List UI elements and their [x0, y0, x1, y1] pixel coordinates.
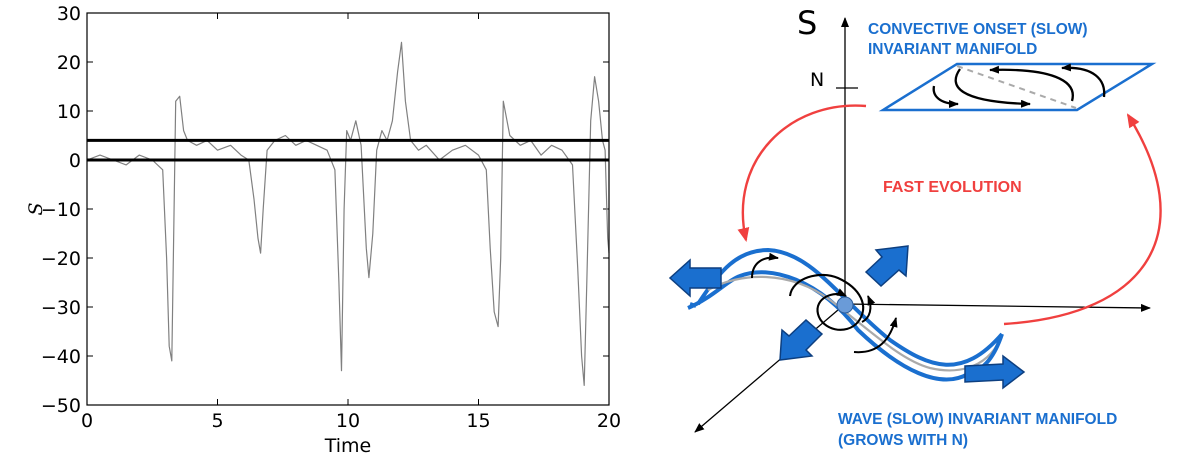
flow-curve	[861, 295, 876, 323]
tick-marks	[86, 12, 610, 406]
wave-manifold-center-curve	[707, 275, 1001, 372]
fixed-point-marker	[836, 296, 854, 314]
diagonal-axis	[694, 303, 846, 433]
fast-evolution-arrow	[1003, 113, 1162, 326]
y-tick-label: −10	[41, 199, 81, 221]
growth-arrow	[668, 258, 722, 298]
y-tick-label: 30	[57, 3, 81, 25]
spiral-trajectory	[788, 273, 865, 331]
wave-manifold-edge	[689, 302, 697, 308]
y-tick-label: 20	[57, 52, 81, 74]
plot-frame	[86, 12, 610, 406]
n-level-label: N	[810, 69, 824, 91]
time-series-chart: 30 20 10 0 −10 −20 −30 −40 −50 0 5 10 15 20 Time S	[25, 3, 621, 457]
x-tick-label: 20	[597, 410, 621, 432]
x-tick-label: 10	[336, 410, 360, 432]
y-tick-label: 10	[57, 101, 81, 123]
y-axis-label: S	[25, 202, 47, 215]
s-axis-label: S	[797, 4, 817, 42]
convective-manifold-diagonal	[956, 65, 1077, 109]
x-tick-label: 15	[466, 410, 490, 432]
wave-manifold-sheet	[696, 247, 1004, 367]
growth-arrow	[779, 318, 824, 361]
y-tick-label: −30	[41, 297, 81, 319]
flow-curve	[954, 68, 1031, 108]
reference-lines	[87, 138, 609, 162]
flow-curve	[1061, 63, 1106, 98]
growth-arrow	[964, 354, 1026, 390]
wave-manifold-label: WAVE (SLOW) INVARIANT MANIFOLD	[838, 411, 1117, 428]
growth-arrow	[864, 245, 909, 288]
y-tick-labels: 30 20 10 0 −10 −20 −30 −40 −50	[41, 3, 81, 417]
fast-evolution-arrow	[737, 104, 867, 242]
series-line	[86, 41, 610, 386]
wave-manifold-label: (GROWS WITH N)	[838, 432, 968, 449]
y-tick-label: −40	[41, 346, 81, 368]
x-axis-label: Time	[324, 435, 372, 457]
flow-curve	[751, 252, 779, 279]
flow-curve	[932, 85, 959, 108]
y-tick-label: 0	[69, 150, 81, 172]
x-tick-label: 0	[81, 410, 93, 432]
series-layer	[86, 41, 610, 386]
flow-curve	[853, 317, 898, 354]
x-tick-label: 5	[211, 410, 223, 432]
convective-manifold-label: CONVECTIVE ONSET (SLOW)	[868, 21, 1088, 38]
y-tick-label: −50	[41, 395, 81, 417]
horizontal-axis	[844, 303, 1151, 312]
x-tick-labels: 0 5 10 15 20	[81, 410, 621, 432]
fast-evolution-label: FAST EVOLUTION	[883, 179, 1022, 196]
phase-space-schematic: S N CONVECTIVE ONSET (SLOW) INVARIANT MA…	[668, 4, 1162, 449]
y-tick-label: −20	[41, 248, 81, 270]
flow-curve	[989, 65, 1074, 102]
convective-manifold-plane	[878, 62, 1157, 112]
convective-manifold-label: INVARIANT MANIFOLD	[868, 41, 1037, 58]
